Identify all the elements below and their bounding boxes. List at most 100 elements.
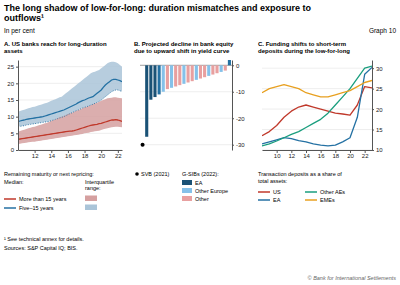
legend-line (305, 191, 317, 193)
legend-label: Other Europe (195, 188, 228, 194)
x-tick: 16 (65, 150, 72, 159)
legend-heading-line: Median: (4, 179, 24, 185)
tick-label: 15 (376, 127, 383, 133)
tick-label: 0 (236, 63, 240, 69)
tick-label: 16 (318, 153, 325, 159)
legend-heading: Median: (4, 179, 24, 185)
legend-label: US (273, 189, 281, 195)
legend: SVB (2021)G-SIBs (2022):EAOther EuropeOt… (135, 171, 228, 202)
y-tick: 25 (372, 86, 383, 92)
graph-label: Graph 10 (369, 27, 396, 35)
legend-swatch (182, 180, 192, 185)
tick-mark (232, 145, 234, 146)
axis-domain (232, 61, 233, 151)
legend-label-line: More than 15 years (19, 196, 67, 202)
bar (170, 65, 173, 88)
bar (145, 65, 148, 136)
x-tick: 20 (98, 150, 105, 159)
tick-mark (372, 89, 374, 90)
sources-line: Sources: S&P Capital IQ; BIS. (4, 245, 78, 251)
x-tick: 18 (332, 150, 339, 159)
legend-heading-line: Remaining maturity or next repricing: (4, 171, 94, 177)
panel: C. Funding shifts to short-termdeposits … (258, 41, 383, 159)
y-tick: -20 (232, 116, 245, 122)
subtitle-line: In per cent (4, 27, 35, 35)
panel-title-line: B. Projected decline in bank equity (134, 41, 234, 47)
axis-domain (372, 61, 373, 151)
range-area (18, 97, 122, 144)
line (262, 87, 372, 136)
legend-label-line: Other Europe (195, 188, 228, 194)
tick-mark (232, 92, 234, 93)
legend-heading: G-SIBs (2022): (182, 171, 219, 177)
panel-title: B. Projected decline in bank equitydue t… (134, 41, 234, 54)
y-tick: 20 (372, 107, 383, 113)
graph-label-line: Graph 10 (369, 27, 396, 35)
tick-label: 14 (48, 153, 55, 159)
x-tick: 12 (288, 150, 295, 159)
tick-mark (16, 117, 18, 118)
point (141, 143, 145, 147)
tick-label: 25 (7, 64, 14, 70)
tick-mark (372, 150, 374, 151)
tick-label: 10 (274, 153, 281, 159)
bar (215, 65, 218, 73)
x-tick: 22 (115, 150, 122, 159)
bar (178, 65, 181, 85)
y-tick: -30 (232, 142, 245, 148)
tick-label: 30 (376, 66, 383, 72)
legend-label: EA (273, 197, 281, 203)
tick-mark (372, 109, 374, 110)
tick-mark (16, 83, 18, 84)
y-tick: 10 (7, 114, 18, 120)
tick-label: 0 (11, 147, 15, 153)
legend-item: SVB (2021) (135, 171, 169, 177)
x-tick: 20 (347, 150, 354, 159)
bar (153, 65, 156, 97)
tick-mark (232, 65, 234, 66)
legend-label-line: Five–15 years (19, 205, 54, 211)
tick-label: 10 (7, 114, 14, 120)
tick-label: -10 (236, 89, 245, 95)
legend: Remaining maturity or next repricing: Med… (4, 171, 114, 211)
bar (195, 65, 198, 80)
panel-title-line: due to upward shift in yield curve (134, 48, 230, 54)
figure-title: The long shadow of low-for-long: duratio… (4, 3, 312, 23)
legend-item: Other Europe (182, 188, 228, 194)
tick-label: 12 (32, 153, 39, 159)
bar (228, 60, 231, 65)
y-tick: 0 (11, 147, 18, 153)
bar (158, 65, 161, 94)
tick-mark (16, 133, 18, 134)
panel-title: A. US banks reach for long-durationasset… (4, 41, 107, 54)
bar (187, 65, 190, 82)
copyright-line: © Bank for International Settlements (308, 275, 397, 281)
y-axis: 0 -10 -20 -30 (232, 61, 245, 151)
panel: B. Projected decline in bank equitydue t… (134, 41, 245, 151)
grid-line (262, 150, 372, 151)
axis-domain (263, 150, 373, 151)
plot-marks (262, 66, 372, 146)
legend-heading: Remaining maturity or next repricing: (4, 171, 94, 177)
footnote-line: ¹ See technical annex for details. (4, 236, 84, 242)
subtitle: In per cent (4, 27, 35, 35)
x-tick: 12 (32, 150, 39, 159)
tick-mark (16, 67, 18, 68)
legend-label-line: EA (273, 197, 281, 203)
panel-title-line: assets (4, 48, 23, 54)
grid-line (262, 68, 372, 69)
legend-heading-line: Transaction deposits as a share of (258, 171, 342, 177)
tick-label: 20 (376, 107, 383, 113)
legend-swatch (85, 196, 97, 202)
plot-marks (18, 62, 122, 144)
x-axis: 121416182022 (19, 150, 123, 159)
grid-line (262, 129, 372, 130)
bar (207, 65, 210, 76)
legend-label: Five–15 years (19, 205, 54, 211)
axis-domain (19, 150, 123, 151)
y-tick: 20 (7, 81, 18, 87)
tick-mark (372, 68, 374, 69)
tick-mark (16, 100, 18, 101)
x-tick: 22 (362, 150, 369, 159)
x-tick: 16 (318, 150, 325, 159)
